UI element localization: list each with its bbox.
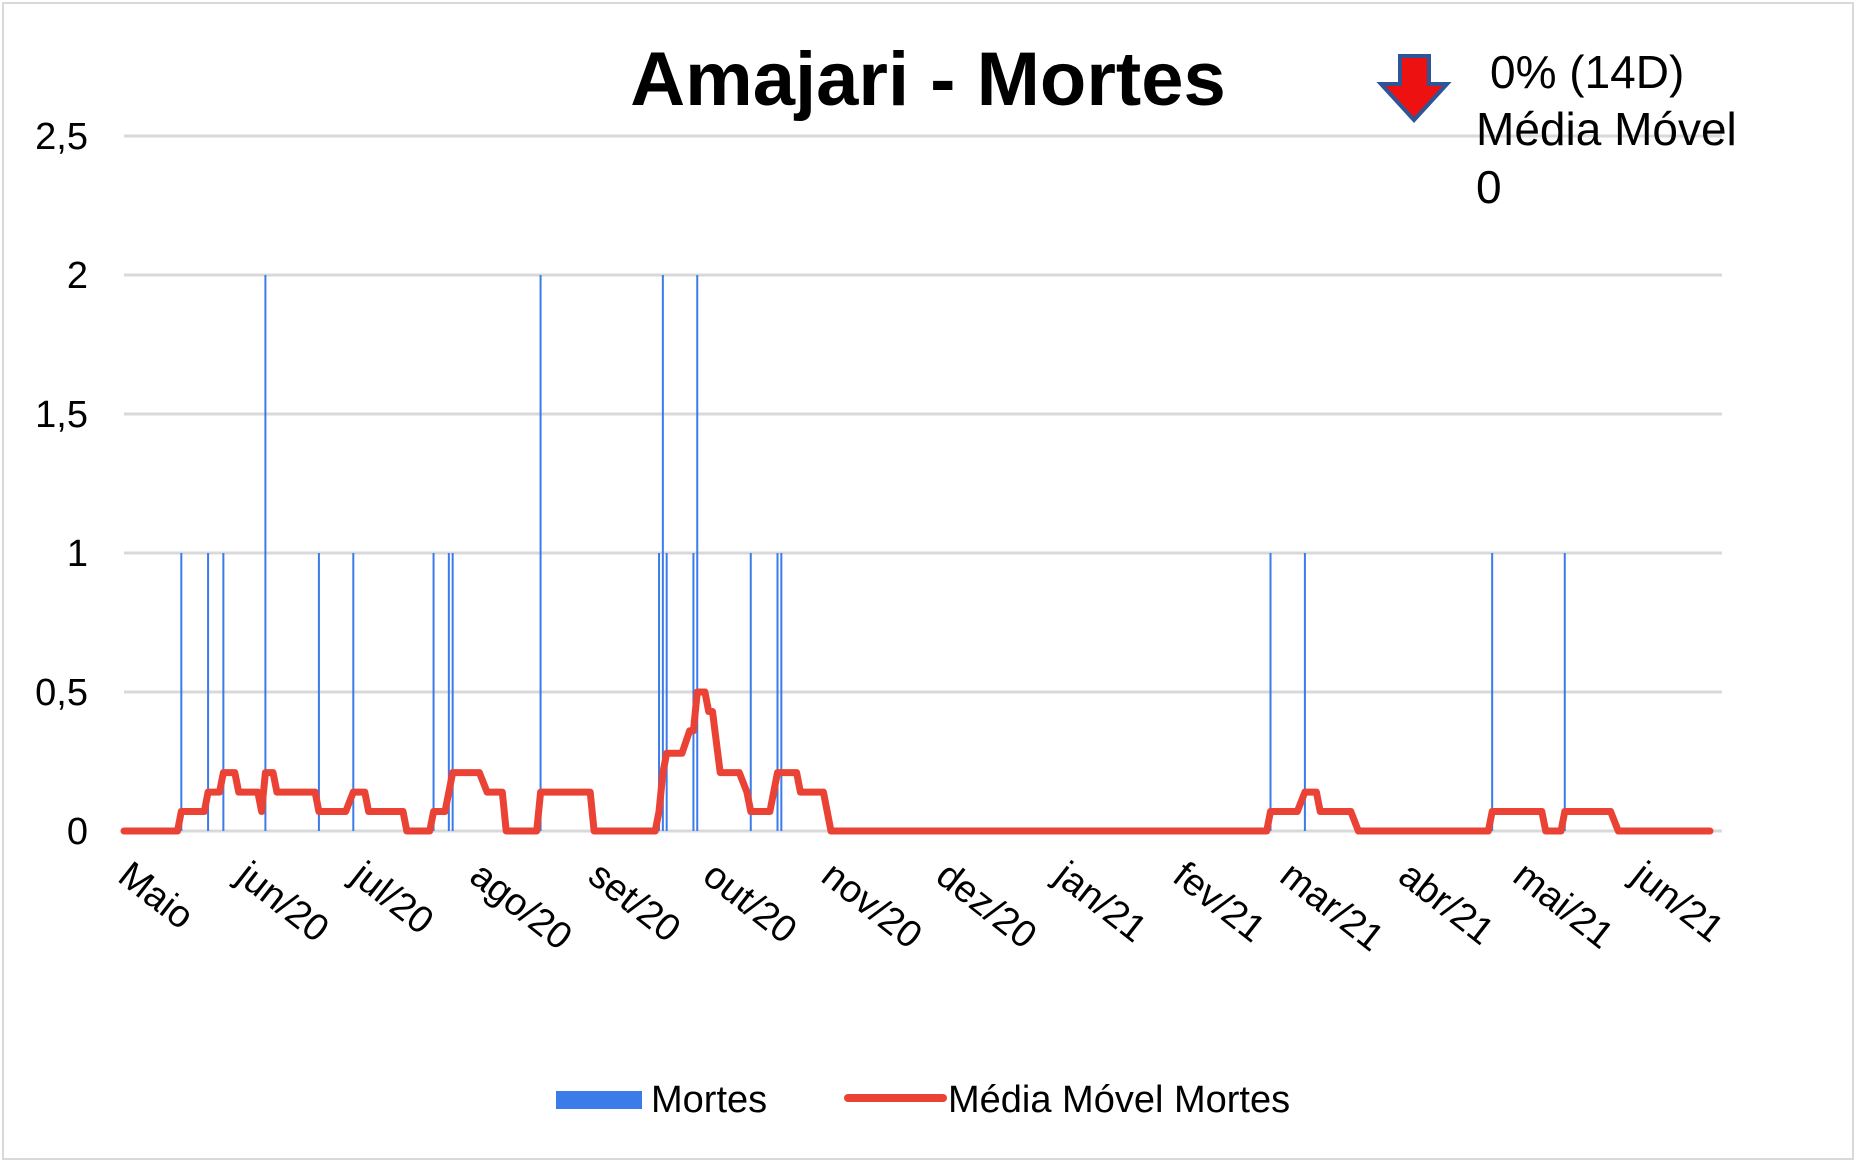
- bar: [317, 553, 320, 831]
- chart-title: Amajari - Mortes: [630, 37, 1226, 122]
- x-axis-ticks: Maio jun/20 jul/20 ago/20 set/20 out/20 nov/20…: [110, 853, 1731, 960]
- x-tick-label: abr/21: [1391, 854, 1502, 953]
- x-tick-label: jan/21: [1046, 853, 1154, 950]
- bar: [451, 553, 454, 831]
- annotation-label: Média Móvel: [1476, 103, 1737, 155]
- bar: [658, 553, 661, 831]
- y-axis-ticks: 0 0,5 1 1,5 2 2,5: [35, 116, 88, 853]
- bar: [696, 275, 699, 831]
- y-tick-label: 0,5: [35, 672, 88, 714]
- bars-series: [180, 275, 1566, 831]
- y-tick-label: 0: [67, 811, 88, 853]
- x-tick-label: ago/20: [462, 854, 579, 959]
- legend-line-label: Média Móvel Mortes: [948, 1079, 1290, 1121]
- x-tick-label: nov/20: [814, 854, 930, 957]
- x-tick-label: fev/21: [1165, 854, 1272, 951]
- bar: [447, 553, 450, 831]
- x-tick-label: out/20: [695, 854, 804, 952]
- x-tick-label: Maio: [110, 854, 201, 938]
- x-tick-label: set/20: [581, 854, 688, 951]
- down-arrow-icon: [1376, 54, 1452, 123]
- bar: [1491, 553, 1494, 831]
- bar: [222, 553, 225, 831]
- y-tick-label: 1: [67, 533, 88, 575]
- y-tick-label: 2: [67, 255, 88, 297]
- bar: [1269, 553, 1272, 831]
- x-tick-label: dez/20: [928, 854, 1044, 957]
- bar: [692, 553, 695, 831]
- bar: [432, 553, 435, 831]
- x-tick-label: jun/20: [228, 853, 336, 950]
- y-tick-label: 2,5: [35, 116, 88, 158]
- annotation-value: 0: [1476, 161, 1502, 213]
- y-tick-label: 1,5: [35, 394, 88, 436]
- moving-average-line: [120, 688, 1714, 835]
- bar: [661, 275, 664, 831]
- bar: [665, 553, 668, 831]
- bar: [776, 553, 779, 831]
- annotation-pct: 0% (14D): [1490, 46, 1684, 98]
- legend: Mortes Média Móvel Mortes: [556, 1079, 1290, 1121]
- bar: [780, 553, 783, 831]
- bar: [1563, 553, 1566, 831]
- x-tick-label: mai/21: [1505, 854, 1621, 957]
- bar: [352, 553, 355, 831]
- bar: [539, 275, 542, 831]
- bar: [180, 553, 183, 831]
- bar: [207, 553, 210, 831]
- legend-bar-swatch: [556, 1091, 642, 1109]
- x-tick-label: jul/20: [343, 853, 441, 943]
- bar: [1303, 553, 1306, 831]
- moving-average-series: [120, 688, 1714, 835]
- trend-annotation: 0% (14D) Média Móvel 0: [1376, 46, 1737, 213]
- legend-bar-label: Mortes: [651, 1079, 767, 1121]
- bar: [749, 553, 752, 831]
- gridlines: [124, 134, 1722, 833]
- x-tick-label: mar/21: [1272, 854, 1391, 960]
- x-tick-label: jun/21: [1623, 853, 1731, 950]
- bar: [264, 275, 267, 831]
